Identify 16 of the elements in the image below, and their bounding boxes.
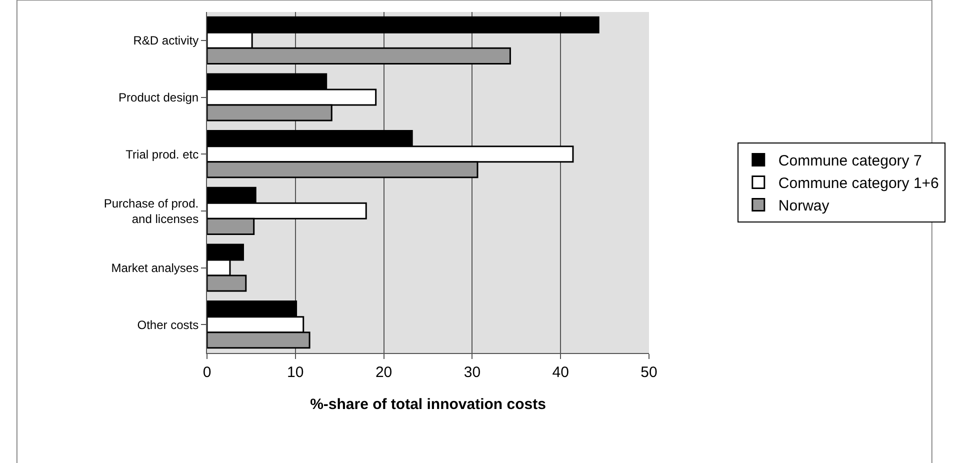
y-tick-label: Purchase of prod. and licenses (104, 196, 199, 226)
y-tick-label: R&D activity (133, 34, 199, 48)
x-tick-label: 10 (287, 364, 304, 381)
x-tick-label: 20 (375, 364, 392, 381)
y-tick-label: Trial prod. etc (126, 147, 199, 162)
x-tick-label: 50 (640, 364, 658, 381)
legend-label: Norway (778, 198, 830, 215)
y-tick-label: Product design (118, 90, 199, 104)
x-tick-label: 0 (202, 364, 212, 381)
legend-label: Commune category 1+6 (778, 175, 939, 192)
x-axis-title: %-share of total innovation costs (310, 396, 546, 413)
x-tick-label: 40 (552, 364, 569, 381)
legend-label: Commune category 7 (778, 152, 922, 170)
y-tick-label: Other costs (137, 318, 199, 332)
x-tick-label: 30 (464, 364, 481, 381)
y-tick-label: Market analyses (111, 260, 199, 275)
